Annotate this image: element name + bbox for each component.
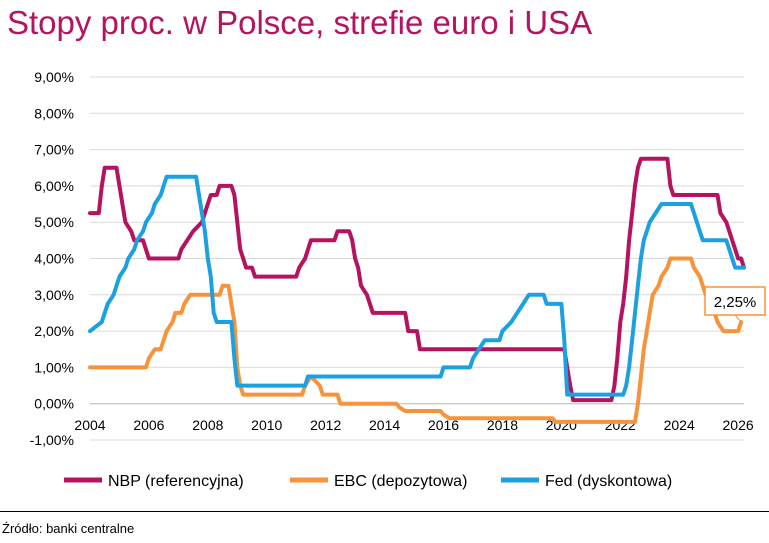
y-tick-label: 9,00% [34, 69, 74, 85]
y-axis-tick-labels: -1,00% 0,00% 1,00% 2,00% 3,00% 4,00% 5,00% 6,00… [30, 69, 74, 448]
x-tick-label: 2010 [251, 417, 282, 433]
x-tick-label: 2016 [428, 417, 459, 433]
legend-label: EBC (depozytowa) [334, 473, 467, 490]
series-line [88, 256, 744, 424]
y-tick-label: 6,00% [34, 178, 74, 194]
y-tick-label: 3,00% [34, 287, 74, 303]
legend-label: NBP (referencyjna) [108, 473, 244, 490]
x-tick-label: 2024 [664, 417, 695, 433]
rates-chart: -1,00% 0,00% 1,00% 2,00% 3,00% 4,00% 5,00% 6,00… [30, 69, 766, 490]
x-tick-label: 2014 [369, 417, 400, 433]
y-tick-label: 5,00% [34, 214, 74, 230]
series-line [88, 174, 746, 397]
chart-title: Stopy proc. w Polsce, strefie euro i USA [7, 4, 593, 41]
y-tick-label: -1,00% [30, 432, 74, 448]
legend-label: Fed (dyskontowa) [545, 473, 672, 490]
x-tick-label: 2004 [74, 417, 105, 433]
legend: NBP (referencyjna) EBC (depozytowa) Fed (d… [64, 473, 672, 490]
series-lines [88, 156, 746, 424]
y-tick-label: 8,00% [34, 105, 74, 121]
y-tick-label: 7,00% [34, 142, 74, 158]
y-tick-label: 0,00% [34, 396, 74, 412]
callout-label: 2,25% [714, 294, 757, 311]
callout-box [704, 286, 766, 316]
x-tick-label: 2022 [605, 417, 636, 433]
x-tick-label: 2008 [192, 417, 223, 433]
series-line [88, 156, 746, 403]
x-tick-label: 2018 [487, 417, 518, 433]
callout-leader [734, 314, 742, 323]
x-tick-label: 2012 [310, 417, 341, 433]
gridlines [90, 76, 744, 441]
source-divider [0, 511, 769, 512]
y-tick-label: 2,00% [34, 323, 74, 339]
y-tick-label: 1,00% [34, 359, 74, 375]
x-axis-tick-labels: 2004 2006 2008 2010 2012 2014 2016 2018 2020 2022… [74, 417, 753, 433]
y-tick-label: 4,00% [34, 251, 74, 267]
x-tick-label: 2006 [133, 417, 164, 433]
x-tick-label: 2026 [723, 417, 754, 433]
source-note: Źródło: banki centralne [2, 521, 135, 536]
value-callout: 2,25% [704, 286, 766, 323]
